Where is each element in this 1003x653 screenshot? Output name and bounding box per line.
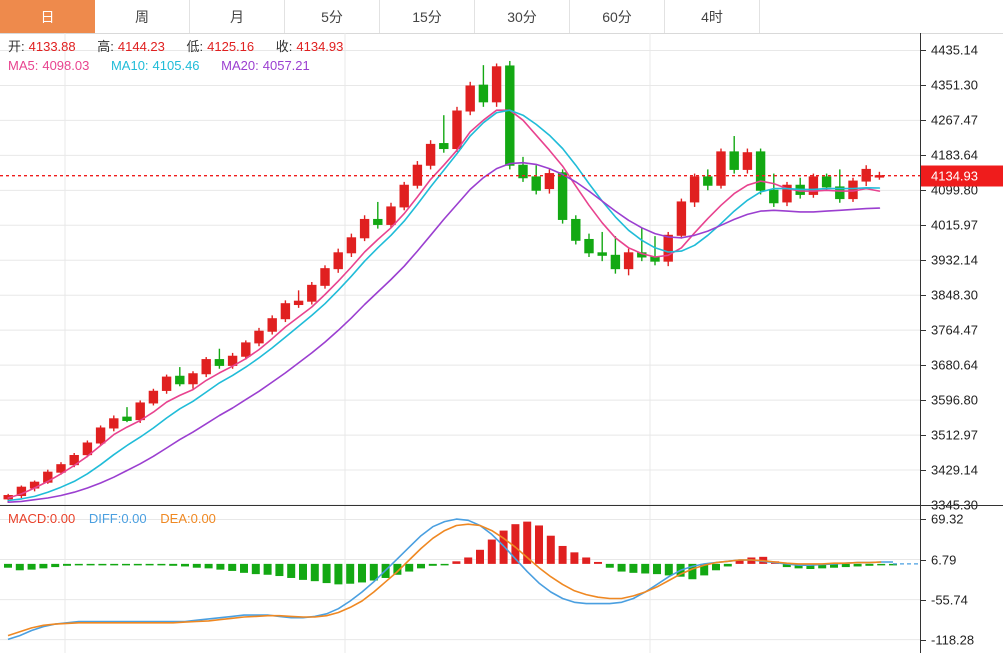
tab-5min[interactable]: 5分 bbox=[285, 0, 380, 33]
dea-value: 0.00 bbox=[190, 511, 216, 526]
macd-indicator-svg bbox=[0, 506, 920, 653]
price-tick-label: 3680.64 bbox=[931, 357, 978, 373]
price-axis[interactable]: 4435.14 4351.30 4267.47 4183.64 4099.80 4015.… bbox=[920, 33, 1003, 513]
tab-label: 月 bbox=[230, 8, 244, 25]
price-tick-label: 4099.80 bbox=[931, 182, 978, 198]
macd-legend: MACD:0.00 DIFF:0.00 DEA:0.00 bbox=[8, 511, 216, 526]
period-tab-bar: 日 周 月 5分 15分 30分 60分 4时 bbox=[0, 0, 1003, 34]
price-plot[interactable]: 开: 4133.88 高: 4144.23 低: 4125.16 收: 4134.93 … bbox=[0, 33, 920, 505]
axis-tickmark bbox=[921, 120, 926, 122]
price-tick-label: 3764.47 bbox=[931, 322, 978, 338]
axis-tickmark bbox=[921, 365, 926, 367]
macd-tick-label: -55.74 bbox=[931, 592, 968, 608]
tab-label: 30分 bbox=[507, 8, 537, 25]
axis-tickmark bbox=[921, 470, 926, 472]
price-tick-label: 3848.30 bbox=[931, 287, 978, 303]
tab-30min[interactable]: 30分 bbox=[475, 0, 570, 33]
price-tick-label: 3429.14 bbox=[931, 462, 978, 478]
axis-tickmark bbox=[921, 435, 926, 437]
price-tick-label: 4351.30 bbox=[931, 77, 978, 93]
axis-tickmark bbox=[921, 295, 926, 297]
axis-tickmark bbox=[921, 155, 926, 157]
axis-tickmark bbox=[921, 50, 926, 52]
axis-tickmark bbox=[921, 330, 926, 332]
macd-plot[interactable]: MACD:0.00 DIFF:0.00 DEA:0.00 bbox=[0, 505, 920, 653]
diff-label: DIFF: bbox=[88, 511, 122, 526]
current-price-badge: 4134.93 bbox=[921, 165, 1003, 187]
price-tick-label: 3932.14 bbox=[931, 252, 978, 268]
tab-week[interactable]: 周 bbox=[95, 0, 190, 33]
macd-tick-label: -118.28 bbox=[931, 632, 975, 648]
axis-tickmark bbox=[921, 225, 926, 227]
tab-label: 60分 bbox=[602, 8, 632, 25]
tab-4hour[interactable]: 4时 bbox=[665, 0, 760, 33]
macd-axis[interactable]: 69.32 6.79 -55.74 -118.28 bbox=[920, 505, 1003, 653]
axis-tickmark bbox=[921, 519, 926, 521]
macd-tick-label: 6.79 bbox=[931, 552, 957, 568]
price-tick-label: 3596.80 bbox=[931, 392, 978, 408]
axis-tickmark bbox=[921, 599, 926, 601]
price-candlestick-svg bbox=[0, 33, 920, 505]
tab-label: 15分 bbox=[412, 8, 442, 25]
macd-tick-label: 69.32 bbox=[931, 511, 964, 527]
chart-area: 开: 4133.88 高: 4144.23 低: 4125.16 收: 4134.93 … bbox=[0, 33, 1003, 653]
axis-tickmark bbox=[921, 85, 926, 87]
price-tick-label: 4435.14 bbox=[931, 42, 978, 58]
tab-month[interactable]: 月 bbox=[190, 0, 285, 33]
macd-value: 0.00 bbox=[49, 511, 76, 526]
tab-label: 周 bbox=[135, 8, 149, 25]
axis-tickmark bbox=[921, 400, 926, 402]
tab-label: 4时 bbox=[701, 8, 723, 25]
price-tick-label: 4015.97 bbox=[931, 217, 978, 233]
macd-label: MACD: bbox=[8, 511, 50, 526]
tab-day[interactable]: 日 bbox=[0, 0, 95, 33]
dea-label: DEA: bbox=[160, 511, 191, 526]
axis-tickmark bbox=[921, 639, 926, 641]
axis-tickmark bbox=[921, 190, 926, 192]
price-tick-label: 3512.97 bbox=[931, 427, 978, 443]
tab-label: 5分 bbox=[321, 8, 343, 25]
diff-value: 0.00 bbox=[121, 511, 147, 526]
axis-tickmark bbox=[921, 260, 926, 262]
price-tick-label: 4183.64 bbox=[931, 147, 978, 163]
tab-60min[interactable]: 60分 bbox=[570, 0, 665, 33]
axis-tickmark bbox=[921, 559, 926, 561]
tab-label: 日 bbox=[40, 8, 55, 25]
tab-15min[interactable]: 15分 bbox=[380, 0, 475, 33]
price-tick-label: 4267.47 bbox=[931, 112, 978, 128]
